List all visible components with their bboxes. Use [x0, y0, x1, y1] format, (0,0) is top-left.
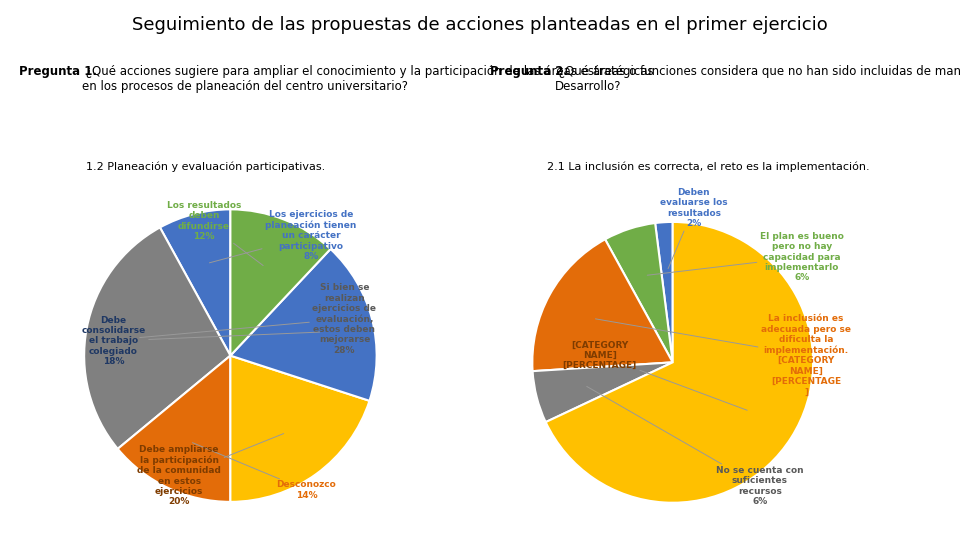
- Wedge shape: [533, 239, 673, 371]
- Text: 1.2 Planeación y evaluación participativas.: 1.2 Planeación y evaluación participativ…: [86, 162, 325, 172]
- Wedge shape: [655, 222, 673, 362]
- Text: El plan es bueno
pero no hay
capacidad para
implementarlo
6%: El plan es bueno pero no hay capacidad p…: [647, 232, 844, 282]
- Wedge shape: [605, 223, 673, 362]
- Text: ¿Qué acciones sugiere para ampliar el conocimiento y la participación de las áre: ¿Qué acciones sugiere para ampliar el co…: [82, 65, 653, 93]
- Text: La inclusión es
adecuada pero se
dificulta la
implementación.
[CATEGORY
NAME]
[P: La inclusión es adecuada pero se dificul…: [595, 314, 852, 396]
- Text: Pregunta 2.: Pregunta 2.: [490, 65, 567, 78]
- Text: Los resultados
deben
difundirse
12%: Los resultados deben difundirse 12%: [167, 201, 263, 266]
- Wedge shape: [84, 227, 230, 449]
- Text: Debe ampliarse
la participación
de la comunidad
en estos
ejercicios
20%: Debe ampliarse la participación de la co…: [137, 434, 284, 507]
- Wedge shape: [230, 249, 376, 401]
- Wedge shape: [230, 356, 370, 502]
- Text: Desconozco
14%: Desconozco 14%: [193, 443, 336, 500]
- Text: Si bien se
realizan
ejercicios de
evaluación,
estos deben
mejorarse
28%: Si bien se realizan ejercicios de evalua…: [140, 284, 376, 355]
- Wedge shape: [230, 210, 330, 356]
- Text: ¿Qué áreas o funciones considera que no han sido incluidas de manera adecuada en: ¿Qué áreas o funciones considera que no …: [555, 65, 960, 93]
- Text: [CATEGORY
NAME]
[PERCENTAGE]: [CATEGORY NAME] [PERCENTAGE]: [563, 340, 747, 410]
- Text: 2.1 La inclusión es correcta, el reto es la implementación.: 2.1 La inclusión es correcta, el reto es…: [547, 162, 870, 172]
- Text: Deben
evaluarse los
resultados
2%: Deben evaluarse los resultados 2%: [660, 188, 728, 269]
- Text: Seguimiento de las propuestas de acciones planteadas en el primer ejercicio: Seguimiento de las propuestas de accione…: [132, 16, 828, 34]
- Wedge shape: [160, 210, 230, 356]
- Text: Los ejercicios de
planeación tienen
un carácter
participativo
8%: Los ejercicios de planeación tienen un c…: [209, 210, 356, 263]
- Text: No se cuenta con
suficientes
recursos
6%: No se cuenta con suficientes recursos 6%: [587, 387, 804, 506]
- Wedge shape: [545, 222, 813, 503]
- Wedge shape: [118, 356, 230, 502]
- Wedge shape: [533, 362, 673, 422]
- Text: Debe
consolidarse
el trabajo
colegiado
18%: Debe consolidarse el trabajo colegiado 1…: [82, 316, 320, 366]
- Text: Pregunta 1.: Pregunta 1.: [19, 65, 97, 78]
